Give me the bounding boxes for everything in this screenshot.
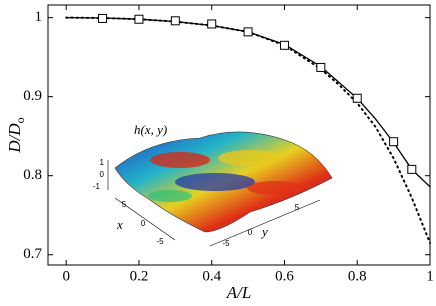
marker (207, 19, 217, 29)
inset-x-tick-label: 5 (122, 200, 127, 209)
marker (134, 14, 144, 24)
x-tick-label: 0 (62, 268, 70, 284)
inset-y-tick-label: -5 (222, 239, 230, 248)
x-tick-label: 0.6 (275, 268, 294, 284)
inset-y-tick-label: 5 (295, 203, 300, 212)
inset-surface (107, 131, 333, 247)
plot-frame (47, 4, 431, 266)
y-axis-label-sub: o (13, 117, 27, 123)
marker (352, 93, 362, 103)
inset-y-label: y (260, 224, 268, 239)
marker (243, 27, 253, 37)
y-tick-label: 0.9 (23, 88, 42, 104)
x-tick-label: 0.8 (348, 268, 367, 284)
marker (98, 13, 108, 23)
x-axis-label: A/L (226, 283, 252, 302)
y-tick-label: 0.8 (23, 167, 42, 183)
marker (407, 164, 417, 174)
inset-x-label: x (116, 217, 123, 232)
marker (170, 16, 180, 26)
marker (279, 40, 289, 50)
inset-z-label: h(x, y) (134, 122, 167, 137)
inset-z-tick-label: 1 (100, 158, 105, 167)
inset-z-tick-label: -1 (93, 182, 101, 191)
inset-x-tick-label: 0 (141, 219, 146, 228)
y-tick-label: 0.7 (23, 246, 42, 262)
line-dotted (65, 16, 431, 244)
inset-x-tick-label: -5 (156, 237, 164, 246)
marker (316, 62, 326, 72)
inset-z-tick-label: 0 (100, 170, 105, 179)
y-axis-label-main: D/D (5, 123, 24, 154)
marker (389, 137, 399, 147)
x-tick-label: 0.2 (130, 268, 149, 284)
x-tick-label: 0.4 (202, 268, 221, 284)
y-axis-label: D/Do (5, 117, 27, 153)
x-tick-label: 1 (426, 268, 434, 284)
y-tick-label: 1 (35, 9, 43, 25)
inset-y-tick-label: 0 (248, 228, 253, 237)
